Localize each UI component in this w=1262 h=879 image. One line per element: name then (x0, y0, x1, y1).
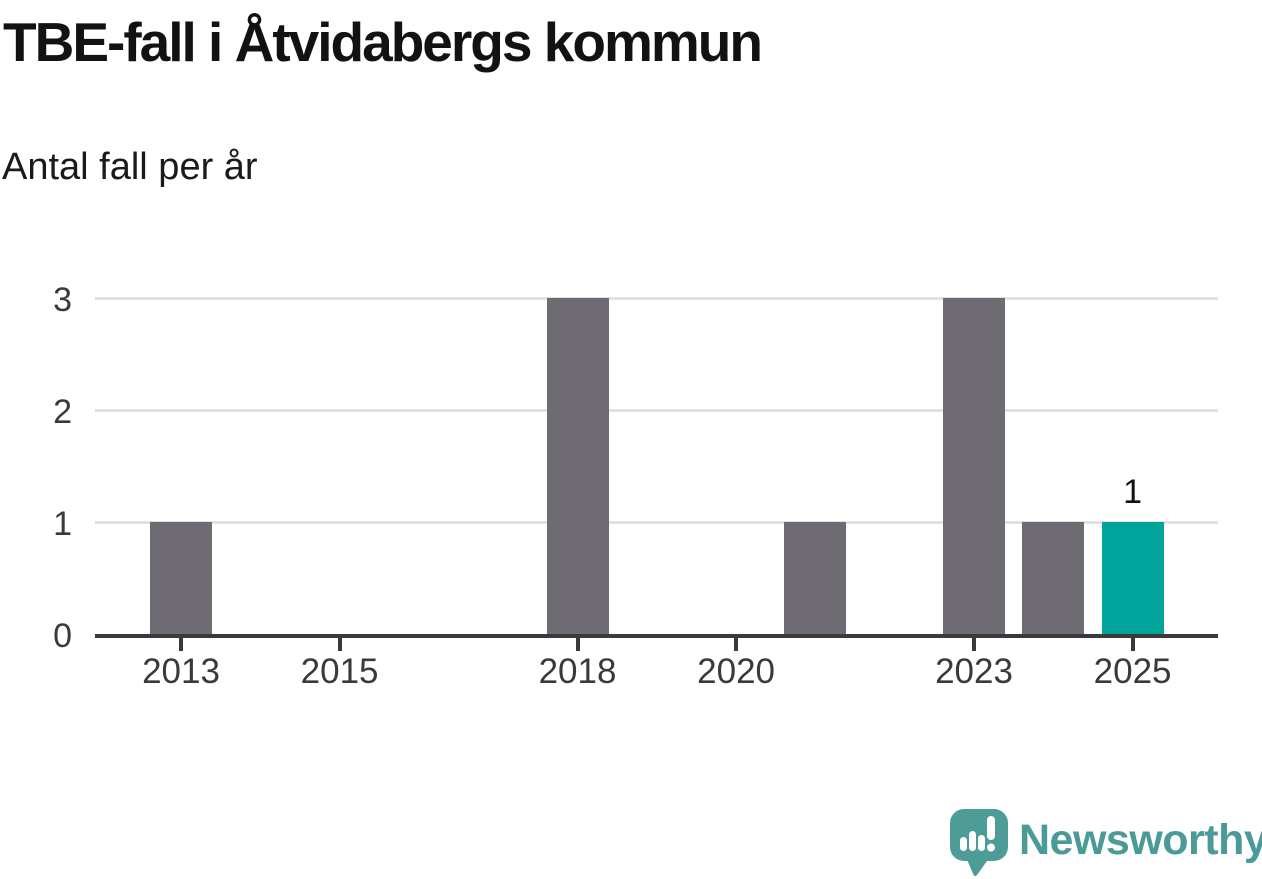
x-tick-label-2023: 2023 (935, 652, 1013, 691)
x-tick-label-2013: 2013 (142, 652, 220, 691)
bar-value-label-2025: 1 (1123, 473, 1143, 511)
gridline-y-2 (95, 409, 1218, 412)
y-tick-label-0: 0 (53, 617, 72, 655)
bar-2023 (943, 298, 1005, 634)
newsworthy-logo: Newsworthy (950, 809, 1262, 879)
x-tick-2015 (337, 638, 342, 651)
y-tick-label-3: 3 (53, 281, 72, 319)
bar-2013 (150, 522, 212, 634)
x-tick-label-2018: 2018 (538, 652, 617, 691)
y-tick-label-2: 2 (53, 393, 72, 431)
x-tick-label-2025: 2025 (1093, 652, 1172, 691)
chart-title: TBE-fall i Åtvidabergs kommun (3, 11, 763, 73)
x-tick-2023 (972, 638, 976, 651)
x-tick-2018 (575, 638, 580, 651)
x-tick-2025 (1130, 638, 1135, 651)
x-tick-label-2020: 2020 (697, 652, 776, 691)
x-tick-2013 (179, 638, 183, 651)
x-axis-line (95, 634, 1218, 638)
newsworthy-wordmark: Newsworthy (1019, 816, 1262, 864)
bar-2024 (1022, 522, 1085, 634)
chart-subtitle: Antal fall per år (2, 146, 258, 188)
newsworthy-bubble-chart-icon (950, 809, 1008, 879)
bar-2025 (1101, 522, 1164, 634)
x-tick-label-2015: 2015 (300, 652, 379, 691)
gridline-y-3 (95, 297, 1218, 300)
bar-2021 (784, 522, 847, 634)
y-tick-label-1: 1 (53, 505, 72, 543)
bar-2018 (546, 298, 609, 634)
gridline-y-1 (95, 521, 1218, 524)
x-tick-2020 (734, 638, 739, 651)
